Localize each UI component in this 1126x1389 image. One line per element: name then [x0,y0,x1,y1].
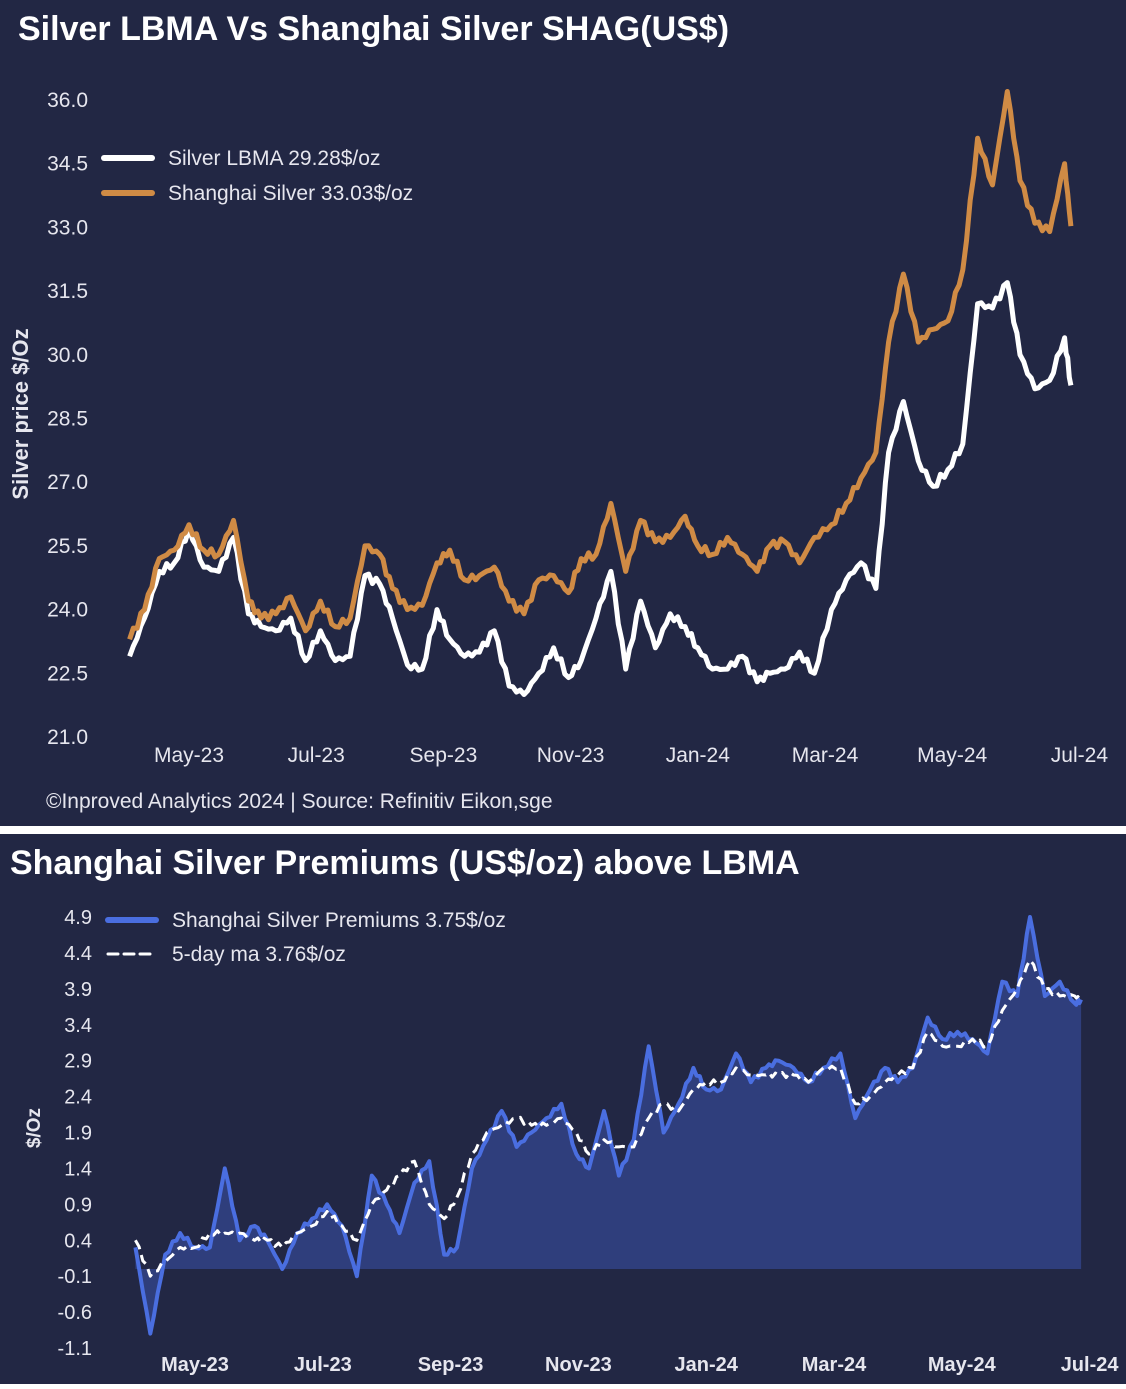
x-tick-label: Nov-23 [537,744,605,767]
y-tick-label: 4.9 [64,907,92,929]
x-tick-label: Mar-24 [802,1354,867,1376]
series-line-2 [134,958,1082,1278]
legend-label: Shanghai Silver Premiums 3.75$/oz [172,909,506,932]
x-tick-label: Jul-23 [288,744,345,767]
y-tick-label: 0.4 [64,1230,92,1252]
y-tick-label: 27.0 [47,471,88,494]
y-axis-label: $/Oz [24,1108,45,1148]
y-tick-label: 34.5 [47,153,88,176]
series-line-1 [127,280,1074,697]
y-tick-label: 21.0 [47,726,88,749]
y-tick-label: 3.4 [64,1015,92,1037]
y-tick-label: 36.0 [47,89,88,112]
legend-label: Silver LBMA 29.28$/oz [168,147,380,170]
x-tick-label: May-24 [917,744,987,767]
y-tick-label: 24.0 [47,599,88,622]
x-tick-label: May-24 [928,1354,997,1376]
premium-panel: Shanghai Silver Premiums (US$/oz) above … [0,834,1126,1384]
y-tick-label: 25.5 [47,535,88,558]
x-tick-label: May-23 [154,744,224,767]
series-line-1 [133,915,1083,1336]
y-tick-label: 33.0 [47,216,88,239]
y-tick-label: 31.5 [47,280,88,303]
x-tick-label: Sep-23 [418,1354,484,1376]
y-tick-label: 28.5 [47,408,88,431]
y-tick-label: 30.0 [47,344,88,367]
x-tick-label: Nov-23 [545,1354,612,1376]
y-tick-label: -1.1 [58,1338,92,1360]
x-tick-label: Jan-24 [675,1354,739,1376]
series-line-2 [127,89,1074,641]
footer-credit: ©Inproved Analytics 2024 | Source: Refin… [46,790,553,813]
x-tick-label: Jul-24 [1051,744,1109,767]
legend-label: 5-day ma 3.76$/oz [172,943,346,966]
y-tick-label: 2.9 [64,1051,92,1073]
y-tick-label: 1.4 [64,1158,92,1180]
chart-title: Silver LBMA Vs Shanghai Silver SHAG(US$) [18,10,730,48]
x-tick-label: Mar-24 [792,744,859,767]
x-tick-label: Sep-23 [410,744,478,767]
lbma-vs-shanghai-panel: Silver LBMA Vs Shanghai Silver SHAG(US$)… [0,0,1126,826]
x-tick-label: Jul-23 [294,1354,352,1376]
chart-title: Shanghai Silver Premiums (US$/oz) above … [10,844,800,882]
y-tick-label: 4.4 [64,943,92,965]
x-tick-label: Jan-24 [666,744,731,767]
y-tick-label: 1.9 [64,1123,92,1145]
premium-area-fill [135,917,1082,1334]
premium-chart: -1.1 -0.6 -0.1 0.4 0.9 1.4 1.9 2.4 2.9 3.4 3.9 4.4 4… [24,907,1120,1376]
y-tick-label: 3.9 [64,979,92,1001]
y-tick-label: 0.9 [64,1194,92,1216]
y-tick-label: -0.1 [58,1266,92,1288]
y-tick-label: 2.4 [64,1087,92,1109]
y-tick-label: 22.5 [47,662,88,685]
legend-label: Shanghai Silver 33.03$/oz [168,182,413,205]
lbma-vs-shanghai-chart: 21.0 22.5 24.0 25.5 27.0 28.5 30.0 31.5 33.0 34.5… [8,89,1109,813]
x-tick-label: May-23 [161,1354,229,1376]
x-tick-label: Jul-24 [1061,1354,1120,1376]
y-axis-label: Silver price $/Oz [8,328,33,499]
y-tick-label: -0.6 [58,1302,92,1324]
